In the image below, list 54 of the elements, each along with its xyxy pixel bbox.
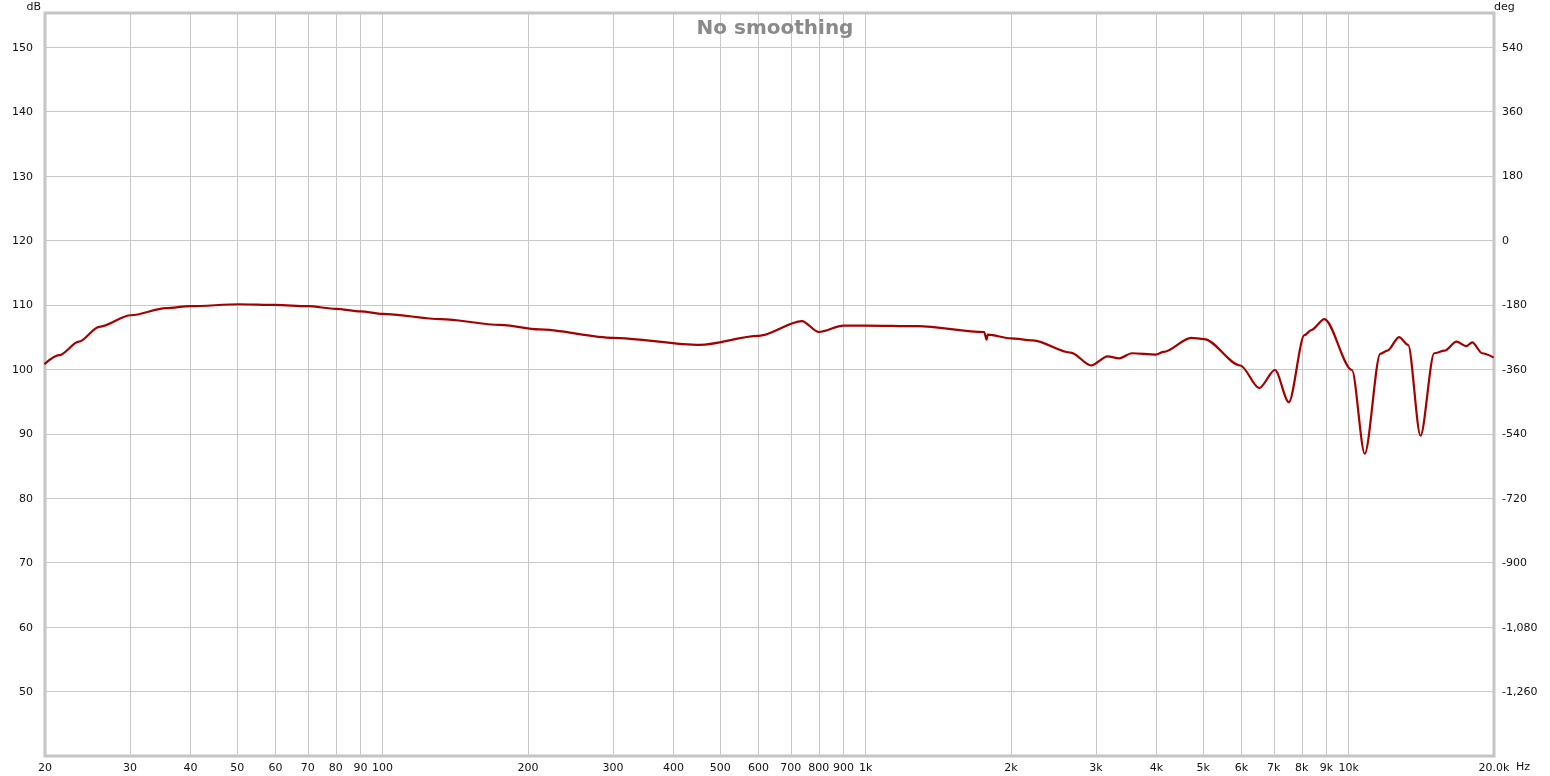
- y2-tick-label: -540: [1502, 427, 1527, 441]
- x-tick-label: 9k: [1319, 761, 1334, 774]
- x-tick-label: 2k: [1004, 761, 1019, 774]
- x-tick-label: 600: [747, 761, 769, 774]
- x-tick-label: 3k: [1089, 761, 1104, 774]
- x-tick-label: 100: [372, 761, 394, 774]
- y2-axis-title: deg: [1494, 0, 1515, 13]
- x-tick-label: 70: [300, 761, 315, 774]
- y2-tick-label: 540: [1502, 40, 1523, 54]
- x-tick-label: 30: [123, 761, 138, 774]
- y-tick-label: 140: [12, 105, 33, 119]
- x-tick-label: 700: [780, 761, 802, 774]
- x-tick-label: 400: [662, 761, 684, 774]
- x-tick-label: 40: [183, 761, 198, 774]
- y-tick-label: 90: [19, 427, 33, 441]
- x-tick-label: 1k: [858, 761, 873, 774]
- y-tick-label: 100: [12, 362, 33, 376]
- y-tick-label: 80: [19, 491, 33, 505]
- x-tick-label: 10k: [1338, 761, 1360, 774]
- y2-tick-label: 180: [1502, 169, 1523, 183]
- y2-tick-label: -720: [1502, 491, 1527, 505]
- x-tick-label: 80: [328, 761, 343, 774]
- y-tick-label: 120: [12, 233, 33, 247]
- x-tick-label: 7k: [1267, 761, 1282, 774]
- y2-tick-label: -180: [1502, 298, 1527, 312]
- y-tick-label: 150: [12, 40, 33, 54]
- x-axis-title: Hz: [1515, 760, 1531, 773]
- y-tick-label: 60: [19, 620, 33, 634]
- y-axis-title: dB: [26, 0, 41, 13]
- x-tick-label: 900: [833, 761, 854, 774]
- y2-tick-label: 360: [1502, 104, 1523, 118]
- x-tick-label: 5k: [1196, 761, 1211, 774]
- y2-tick-label: -360: [1502, 362, 1527, 376]
- y-tick-label: 50: [19, 685, 33, 699]
- x-tick-label: 6k: [1234, 761, 1249, 774]
- x-tick-label: 50: [230, 761, 245, 774]
- x-tick-label: 800: [808, 761, 830, 774]
- y-tick-label: 130: [12, 169, 33, 183]
- x-tick-label: 8k: [1295, 761, 1310, 774]
- y2-tick-label: 0: [1502, 233, 1509, 247]
- x-tick-label: 20.0k: [1478, 761, 1511, 774]
- x-tick-label: 90: [353, 761, 368, 774]
- chart-title: No smoothing: [696, 15, 854, 39]
- y-tick-label: 70: [19, 556, 33, 570]
- x-tick-label: 200: [517, 761, 539, 774]
- y2-tick-label: -1,080: [1502, 620, 1538, 634]
- y2-tick-label: -900: [1502, 556, 1527, 570]
- x-tick-label: 20: [38, 761, 52, 774]
- y-tick-label: 110: [12, 298, 33, 312]
- x-tick-label: 300: [602, 761, 624, 774]
- x-tick-label: 4k: [1149, 761, 1164, 774]
- x-tick-label: 500: [709, 761, 731, 774]
- y2-tick-label: -1,260: [1502, 685, 1538, 699]
- x-tick-label: 60: [268, 761, 283, 774]
